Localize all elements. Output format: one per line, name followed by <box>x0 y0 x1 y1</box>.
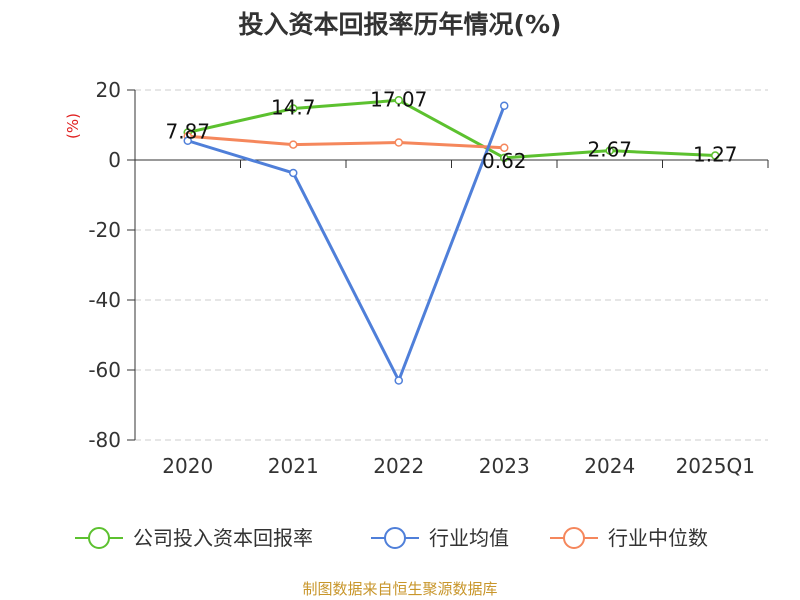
series-line-2 <box>187 134 505 150</box>
legend[interactable]: 公司投入资本回报率 行业均值 行业中位数 <box>75 526 708 550</box>
x-tick-label: 2024 <box>584 454 635 478</box>
x-tick-label: 2022 <box>373 454 424 478</box>
x-tick-label: 2020 <box>162 454 213 478</box>
x-tick-label: 2025Q1 <box>676 454 755 478</box>
axes: 20 0 -20 -40 -60 -80 2020 2021 2022 2023 2024 2025Q… <box>88 78 769 478</box>
data-point-0 <box>500 153 509 163</box>
y-tick-label: -40 <box>88 288 121 312</box>
legend-item-0[interactable]: 公司投入资本回报率 <box>75 526 313 550</box>
data-point-1 <box>500 101 509 110</box>
x-tick-label: 2021 <box>268 454 319 478</box>
data-label: 17.07 <box>370 87 427 111</box>
legend-label: 行业中位数 <box>608 526 708 550</box>
series-layer: 7.87 14.7 17.07 0.62 2.67 1.27 <box>165 87 738 385</box>
data-point-1 <box>183 136 192 145</box>
y-axis-label: (%) <box>64 113 82 139</box>
data-point-0 <box>289 104 298 113</box>
series-line-1 <box>187 105 506 382</box>
data-point-2 <box>500 143 509 152</box>
data-label: 14.7 <box>271 96 316 120</box>
data-label: 1.27 <box>693 143 738 167</box>
legend-label: 公司投入资本回报率 <box>133 526 313 550</box>
grid <box>135 89 768 441</box>
data-point-1 <box>394 376 403 385</box>
y-tick-label: -60 <box>88 358 121 382</box>
data-point-0 <box>711 151 720 160</box>
legend-item-1[interactable]: 行业均值 <box>371 526 509 550</box>
data-point-1 <box>289 168 298 178</box>
legend-marker <box>88 527 110 549</box>
y-tick-label: -20 <box>88 218 121 242</box>
y-tick-label: -80 <box>88 428 121 452</box>
series-line-0 <box>187 98 716 160</box>
legend-marker <box>384 527 406 549</box>
legend-marker <box>563 527 585 549</box>
legend-label: 行业均值 <box>429 526 509 550</box>
data-point-0 <box>605 146 614 155</box>
data-point-2 <box>289 140 298 149</box>
x-tick-label: 2023 <box>479 454 530 478</box>
y-tick-label: 0 <box>108 148 121 172</box>
legend-item-2[interactable]: 行业中位数 <box>550 526 708 550</box>
chart-title: 投入资本回报率历年情况(%) <box>239 10 562 39</box>
data-label: 0.62 <box>482 149 527 173</box>
data-label: 2.67 <box>587 138 632 162</box>
data-point-2 <box>394 138 403 147</box>
source-note: 制图数据来自恒生聚源数据库 <box>302 580 497 598</box>
data-label: 7.87 <box>165 119 210 143</box>
data-point-0 <box>394 96 403 105</box>
y-tick-label: 20 <box>96 78 121 102</box>
